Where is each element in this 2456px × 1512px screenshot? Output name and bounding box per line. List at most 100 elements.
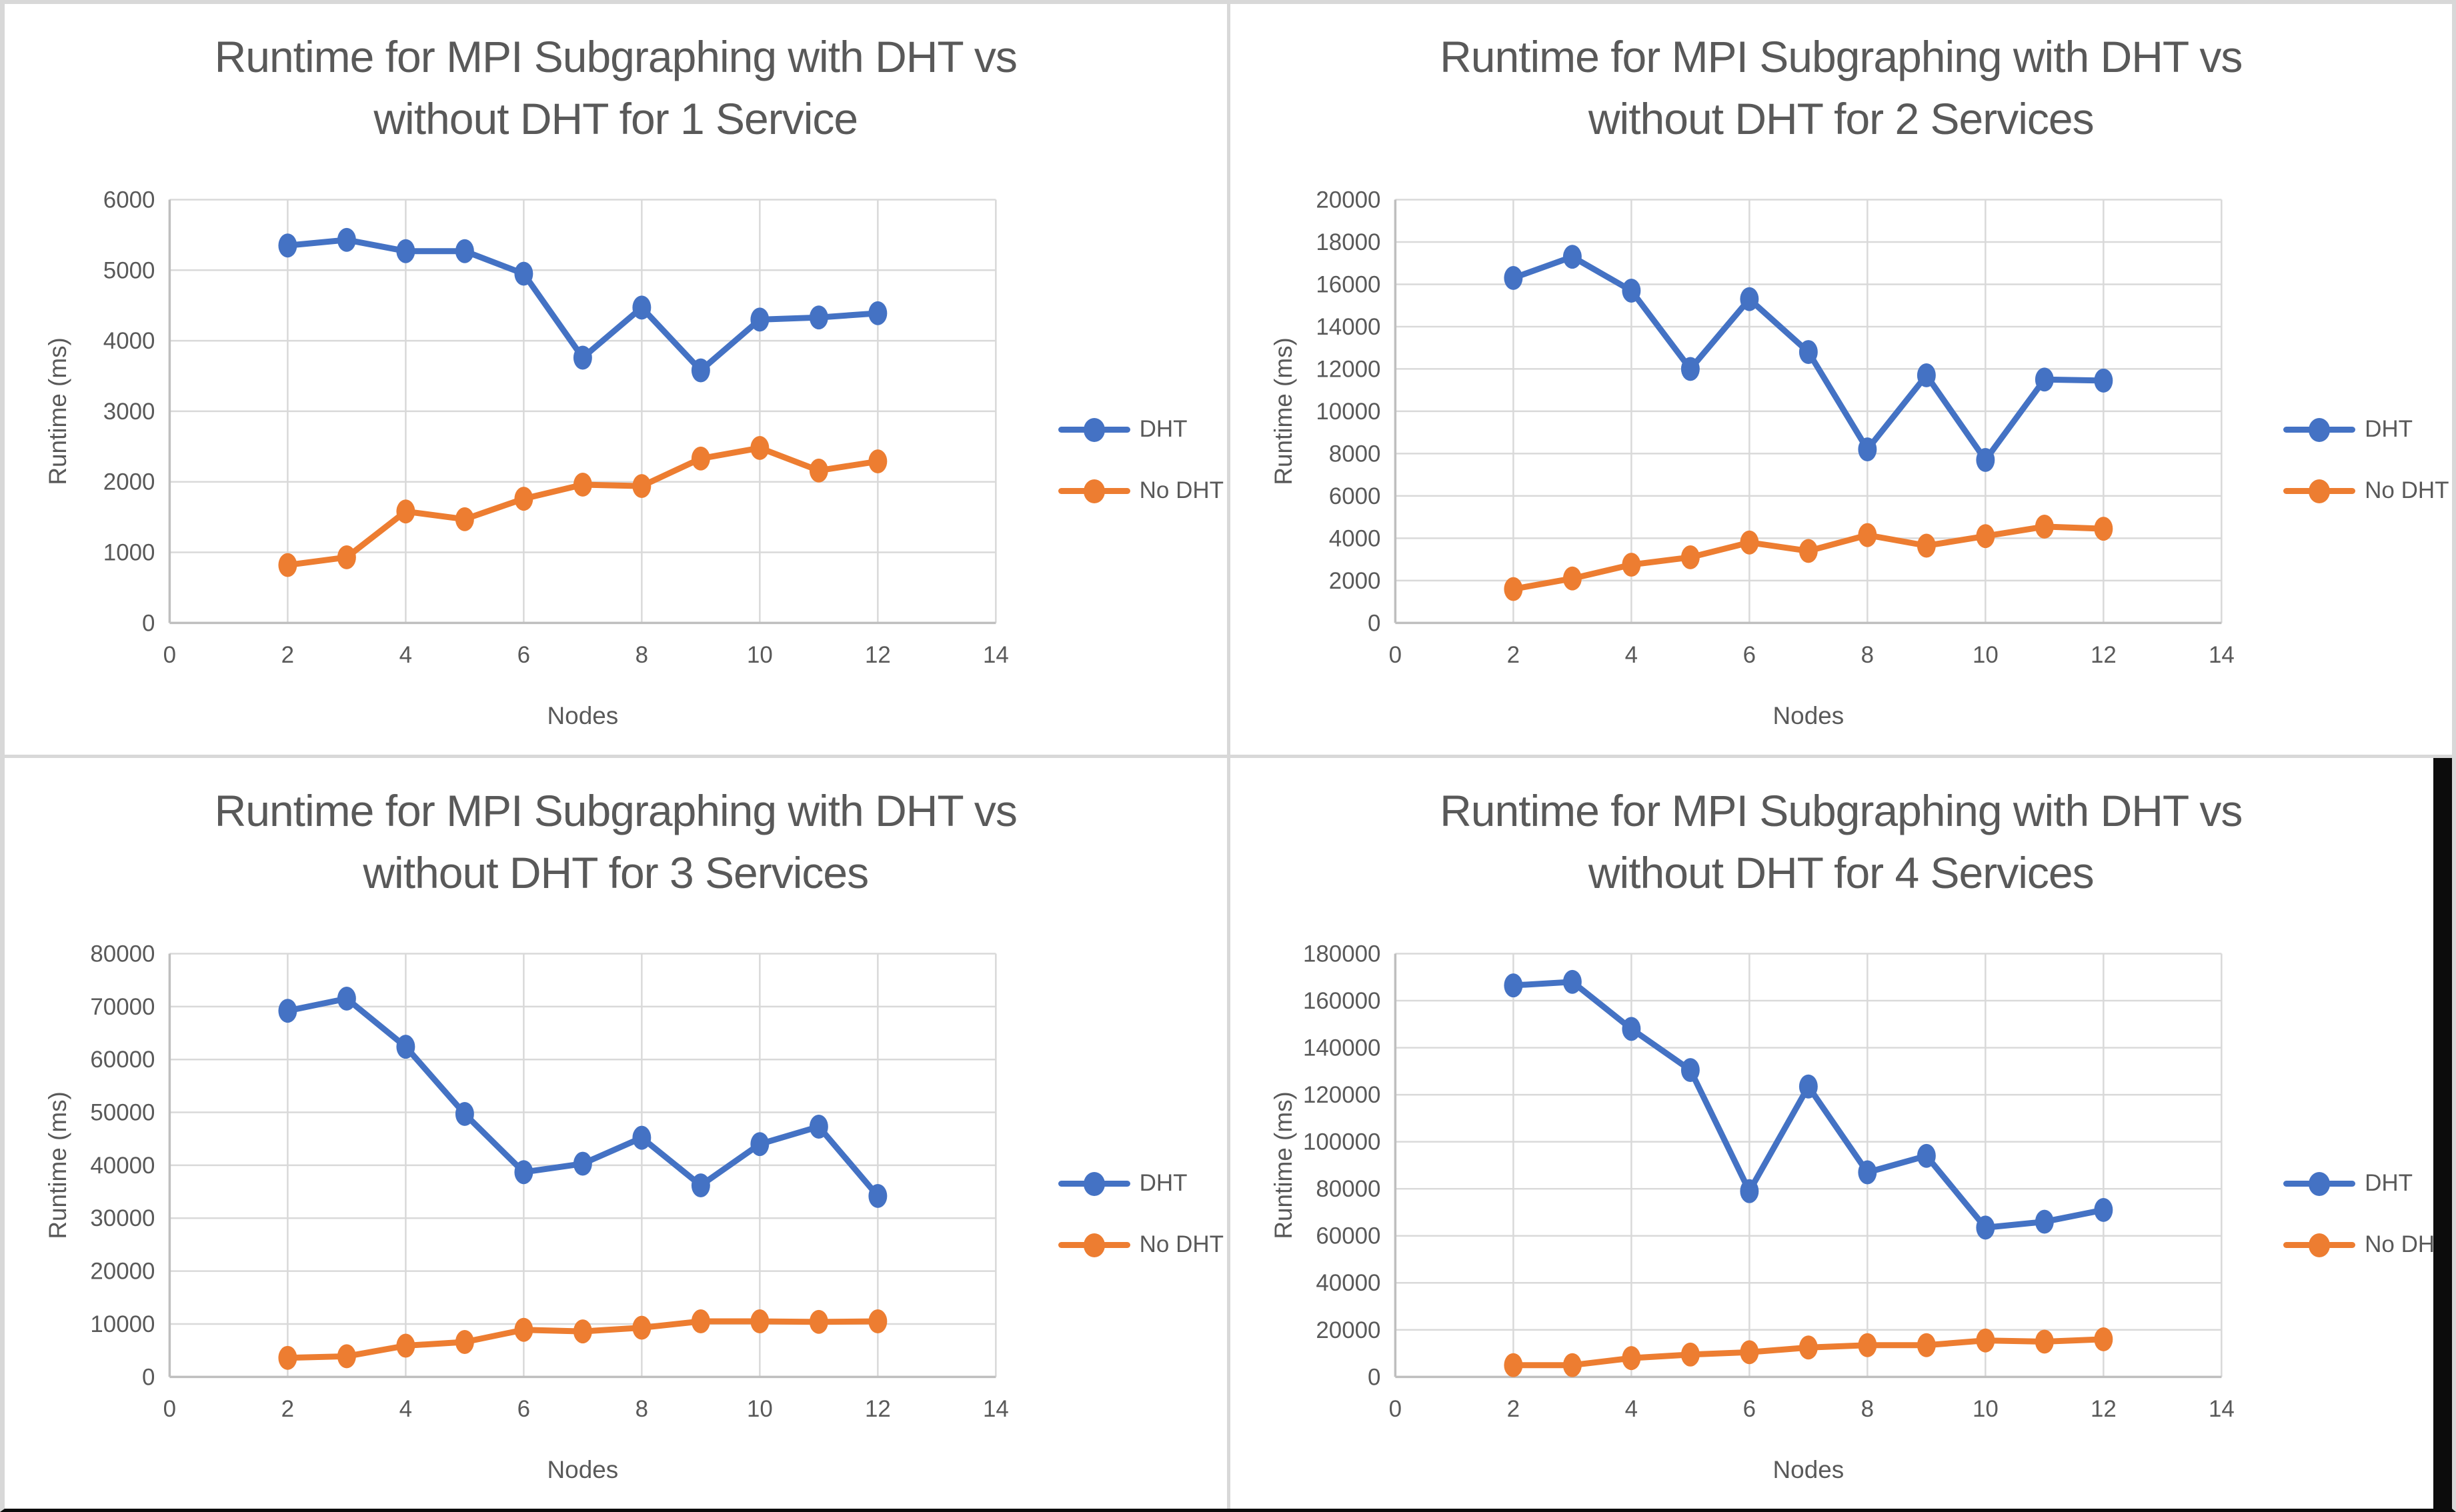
no-dht-data-point xyxy=(750,1309,770,1333)
x-tick-label: 10 xyxy=(1972,642,1998,668)
legend-label: DHT xyxy=(2365,416,2413,443)
dht-data-point xyxy=(868,301,888,325)
no-dht-data-point xyxy=(1621,1346,1640,1371)
x-tick-label: 14 xyxy=(2208,1396,2234,1422)
dht-data-point xyxy=(691,358,710,383)
legend-label: DHT xyxy=(2365,1170,2413,1197)
dht-data-point xyxy=(1739,287,1758,311)
y-tick-label: 1000 xyxy=(103,540,155,566)
x-tick-label: 12 xyxy=(2090,642,2116,668)
dht-data-point xyxy=(1798,1074,1818,1099)
no-dht-data-point xyxy=(1975,524,1995,549)
y-tick-label: 60000 xyxy=(90,1047,155,1073)
dht-data-point xyxy=(809,305,828,330)
x-tick-label: 8 xyxy=(1861,642,1873,668)
dht-data-point xyxy=(1503,265,1522,290)
no-dht-data-point xyxy=(691,446,710,471)
y-tick-label: 0 xyxy=(1368,1364,1380,1390)
chart-plot-4-services: 0 20000 40000 60000 80000 100000 120000 140000 1… xyxy=(1269,941,2234,1483)
no-dht-data-point xyxy=(632,474,652,499)
no-dht-data-point xyxy=(1562,1353,1582,1377)
dht-data-point xyxy=(455,239,474,263)
y-tick-label: 0 xyxy=(142,1364,155,1390)
no-dht-series-marker-icon xyxy=(2283,1225,2356,1265)
x-tick-label: 2 xyxy=(1506,642,1519,668)
y-tick-label: 16000 xyxy=(1316,271,1380,297)
x-tick-label: 0 xyxy=(163,1396,176,1422)
y-tick-label: 20000 xyxy=(90,1259,155,1285)
no-dht-data-point xyxy=(455,507,474,531)
chart-panel-1-service: 0 1000 2000 3000 4000 5000 6000 0 2 4 6 8 10 12 14 Node… xyxy=(5,4,1227,755)
chart-title-line2: without DHT for 2 Services xyxy=(1588,94,2095,144)
x-axis-title: Nodes xyxy=(547,1456,619,1483)
y-tick-label: 18000 xyxy=(1316,229,1380,255)
no-dht-data-point xyxy=(1857,523,1877,547)
x-tick-label: 6 xyxy=(1742,642,1755,668)
y-tick-label: 6000 xyxy=(1328,483,1380,509)
y-tick-label: 10000 xyxy=(1316,399,1380,425)
no-dht-data-point xyxy=(691,1309,710,1333)
x-tick-label: 2 xyxy=(281,1396,294,1422)
x-tick-label: 4 xyxy=(1624,1396,1637,1422)
y-tick-label: 100000 xyxy=(1303,1129,1380,1155)
chart-title: Runtime for MPI Subgraphing with DHT vs … xyxy=(5,26,1227,151)
chart-title-line1: Runtime for MPI Subgraphing with DHT vs xyxy=(1440,785,2243,835)
x-tick-label: 6 xyxy=(517,1396,530,1422)
dht-data-point xyxy=(2035,1209,2054,1234)
y-tick-label: 4000 xyxy=(103,328,155,354)
y-tick-label: 0 xyxy=(142,610,155,636)
legend-item-dht: DHT xyxy=(1058,409,1188,449)
dht-data-point xyxy=(2035,367,2054,392)
charts-grid: 0 1000 2000 3000 4000 5000 6000 0 2 4 6 8 10 12 14 Node… xyxy=(5,4,2452,1509)
y-axis-title: Runtime (ms) xyxy=(1269,1091,1296,1239)
no-dht-data-point xyxy=(278,1345,297,1370)
chart-title: Runtime for MPI Subgraphing with DHT vs … xyxy=(1230,26,2453,151)
y-axis-title: Runtime (ms) xyxy=(44,1091,71,1239)
dht-data-point xyxy=(337,986,356,1011)
dht-data-point xyxy=(1621,279,1640,303)
chart-title: Runtime for MPI Subgraphing with DHT vs … xyxy=(1230,780,2453,905)
dht-data-point xyxy=(278,999,297,1023)
dht-data-point xyxy=(691,1173,710,1198)
dht-data-point xyxy=(750,1132,770,1157)
y-tick-label: 3000 xyxy=(103,399,155,425)
dht-data-point xyxy=(573,1151,592,1176)
no-dht-series-marker-icon xyxy=(1058,1225,1130,1265)
x-tick-label: 2 xyxy=(1506,1396,1519,1422)
dht-data-point xyxy=(868,1183,888,1208)
dht-data-point xyxy=(396,1035,415,1059)
no-dht-data-point xyxy=(396,499,415,524)
dht-data-point xyxy=(1562,245,1582,269)
dht-data-point xyxy=(1975,1215,1995,1240)
dht-data-point xyxy=(632,1125,652,1150)
y-tick-label: 4000 xyxy=(1328,525,1380,551)
y-tick-label: 40000 xyxy=(1316,1270,1380,1296)
legend-item-no-dht: No DHT xyxy=(2283,1225,2449,1265)
dht-data-point xyxy=(455,1101,474,1126)
legend-label: No DHT xyxy=(2365,477,2449,504)
y-tick-label: 6000 xyxy=(103,187,155,213)
dht-data-point xyxy=(2093,368,2113,393)
x-axis-title: Nodes xyxy=(1772,702,1844,729)
no-dht-data-point xyxy=(573,1319,592,1344)
y-tick-label: 50000 xyxy=(90,1100,155,1126)
y-tick-label: 160000 xyxy=(1303,988,1380,1014)
x-tick-label: 4 xyxy=(1624,642,1637,668)
y-tick-label: 140000 xyxy=(1303,1035,1380,1061)
no-dht-data-point xyxy=(1917,533,1936,558)
dht-data-point xyxy=(278,233,297,258)
legend-item-dht: DHT xyxy=(2283,1163,2413,1203)
x-tick-label: 8 xyxy=(1861,1396,1873,1422)
dht-data-point xyxy=(2093,1197,2113,1222)
no-dht-data-point xyxy=(1680,1342,1700,1367)
x-tick-label: 2 xyxy=(281,642,294,668)
y-tick-label: 70000 xyxy=(90,994,155,1020)
x-tick-label: 8 xyxy=(636,1396,648,1422)
dht-data-point xyxy=(1917,1143,1936,1168)
dht-data-point xyxy=(632,295,652,320)
legend-item-dht: DHT xyxy=(1058,1163,1188,1203)
x-tick-label: 10 xyxy=(1972,1396,1998,1422)
dht-data-point xyxy=(1680,1058,1700,1083)
chart-title-line2: without DHT for 4 Services xyxy=(1588,848,2095,898)
y-tick-label: 180000 xyxy=(1303,941,1380,967)
